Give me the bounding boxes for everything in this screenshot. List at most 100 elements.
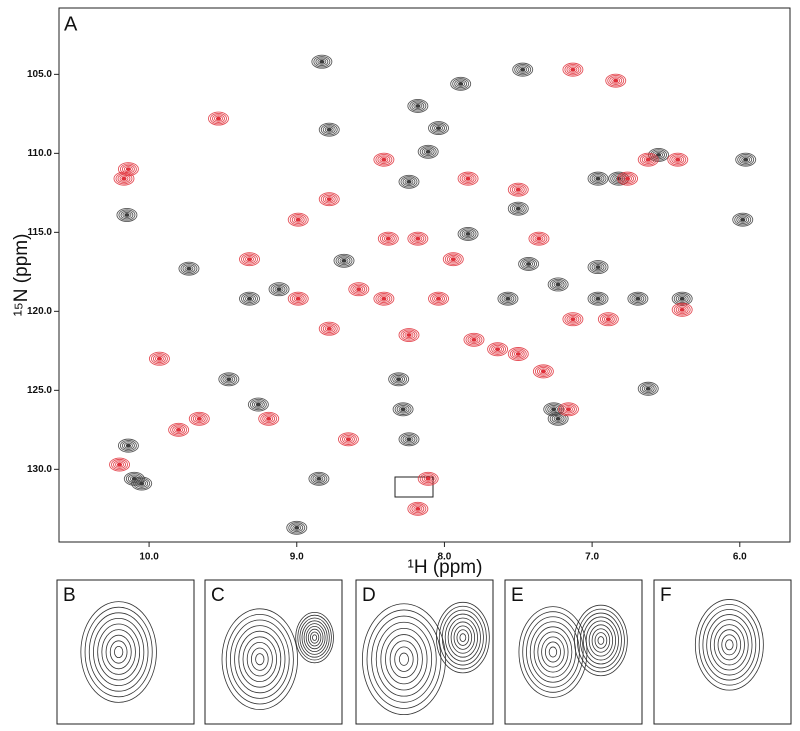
inset-contour: [721, 634, 738, 656]
contour: [404, 178, 414, 185]
peak-core: [406, 179, 412, 184]
peak-core: [465, 232, 471, 236]
contour: [192, 414, 206, 424]
contour: [241, 293, 258, 305]
contour: [251, 400, 265, 409]
inset-contour: [246, 642, 273, 677]
contour: [741, 156, 751, 163]
contour: [379, 233, 397, 245]
inset-contour: [80, 601, 157, 703]
inset-frame: [355, 579, 494, 725]
y-tick-label: 130.0: [27, 464, 52, 475]
contour: [352, 284, 366, 294]
contour: [564, 406, 573, 413]
peak-core: [125, 167, 131, 171]
contour: [377, 294, 391, 304]
contour: [463, 332, 485, 347]
peak-core: [294, 525, 300, 530]
contour: [400, 329, 418, 341]
contour: [241, 253, 258, 265]
contour: [514, 63, 532, 76]
peak: [286, 520, 308, 535]
peak-core: [341, 258, 347, 263]
contour: [450, 76, 472, 91]
contour: [643, 385, 653, 392]
peak: [428, 121, 449, 136]
contour: [736, 215, 750, 225]
contour: [404, 331, 414, 339]
peak: [109, 457, 130, 472]
contour: [291, 294, 305, 304]
contour: [390, 373, 408, 385]
peak-core: [139, 481, 145, 486]
contour: [262, 414, 276, 424]
peak-core: [247, 296, 253, 301]
contour: [553, 281, 563, 288]
inset-contour: [444, 613, 481, 662]
contour: [381, 234, 395, 244]
contour: [637, 381, 659, 396]
peak: [318, 122, 340, 137]
peak-core: [679, 307, 685, 312]
contour: [454, 79, 468, 89]
peak-core: [326, 326, 332, 331]
contour: [339, 257, 349, 264]
peak: [562, 62, 584, 77]
peak: [450, 76, 472, 91]
contour: [459, 228, 477, 240]
peak: [148, 351, 170, 366]
contour: [511, 204, 525, 213]
contour: [648, 147, 670, 162]
contour: [148, 351, 170, 366]
peak-core: [436, 126, 442, 130]
inset-contour: [548, 646, 558, 658]
peak-core: [458, 82, 464, 86]
contour: [123, 442, 133, 449]
contour: [174, 426, 184, 433]
peak: [463, 332, 485, 347]
contour: [343, 436, 353, 443]
inset-contour: [717, 629, 742, 661]
contour: [589, 172, 607, 185]
contour: [489, 343, 507, 355]
contour: [379, 295, 389, 302]
contour: [621, 174, 635, 183]
inset-contour: [312, 634, 318, 641]
contour: [617, 171, 639, 186]
contour: [324, 196, 334, 203]
inset-contour: [109, 640, 128, 664]
peak-core: [605, 317, 611, 322]
contour: [314, 475, 324, 482]
peak-core: [495, 347, 501, 352]
contour: [354, 286, 364, 293]
contour: [564, 313, 582, 325]
contour: [432, 294, 445, 304]
contour: [184, 265, 194, 272]
inset-contour: [389, 640, 419, 679]
contour: [423, 148, 433, 155]
zoom-box: [394, 476, 434, 498]
contour: [310, 473, 328, 485]
contour: [335, 255, 353, 267]
peak: [208, 111, 229, 126]
contour: [214, 115, 223, 122]
contour: [520, 258, 538, 270]
contour: [419, 146, 437, 158]
inset-contour: [255, 653, 265, 666]
peak: [507, 347, 529, 361]
peak-core: [226, 377, 232, 382]
contour: [404, 436, 414, 443]
inset-contour: [438, 605, 487, 670]
peak: [597, 312, 619, 327]
contour: [373, 152, 395, 167]
peak: [287, 291, 309, 306]
contour: [507, 182, 529, 197]
contour: [311, 54, 333, 69]
y-tick-label: 115.0: [28, 227, 53, 238]
inset-frame: [653, 579, 792, 725]
peak: [428, 291, 449, 306]
peak-core: [326, 127, 332, 132]
contour: [612, 174, 626, 183]
panel-label: B: [63, 585, 76, 606]
